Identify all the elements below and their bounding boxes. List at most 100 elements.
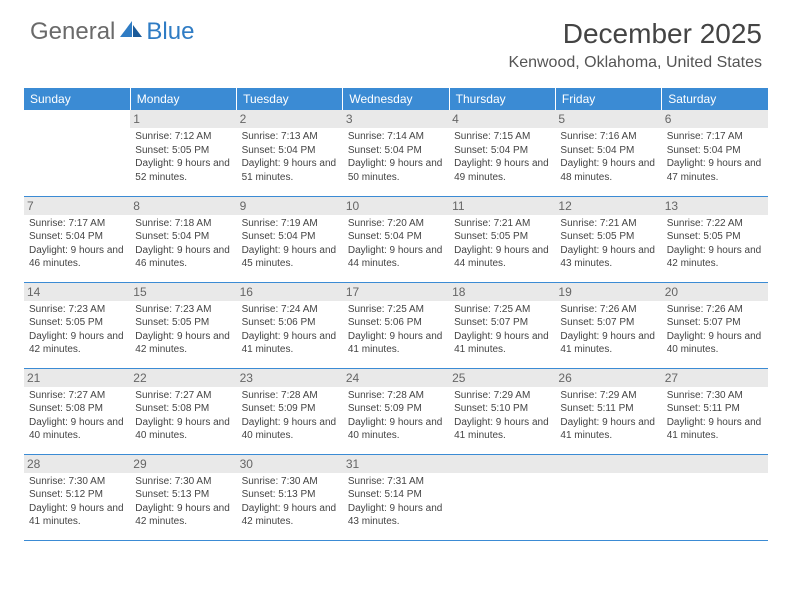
calendar-day: 31 Sunrise: 7:31 AMSunset: 5:14 PMDayligh…	[343, 454, 449, 540]
day-number	[555, 455, 661, 473]
day-number: 19	[555, 283, 661, 301]
day-info: Sunrise: 7:20 AMSunset: 5:04 PMDaylight:…	[348, 217, 444, 271]
day-header: Monday	[130, 88, 236, 110]
day-number: 31	[343, 455, 449, 473]
day-info: Sunrise: 7:21 AMSunset: 5:05 PMDaylight:…	[454, 217, 550, 271]
calendar-day: 4Sunrise: 7:15 AMSunset: 5:04 PMDaylight…	[449, 110, 555, 196]
day-number: 20	[662, 283, 768, 301]
day-number: 7	[24, 197, 130, 215]
calendar-day: 20 Sunrise: 7:26 AMSunset: 5:07 PMDayligh…	[662, 282, 768, 368]
day-info: Sunrise: 7:16 AMSunset: 5:04 PMDaylight:…	[560, 130, 656, 184]
day-number: 28	[24, 455, 130, 473]
day-info: Sunrise: 7:27 AMSunset: 5:08 PMDaylight:…	[135, 389, 231, 443]
calendar-week: 7 Sunrise: 7:17 AMSunset: 5:04 PMDaylight…	[24, 196, 768, 282]
calendar-day: 12Sunrise: 7:21 AMSunset: 5:05 PMDayligh…	[555, 196, 661, 282]
day-number: 17	[343, 283, 449, 301]
calendar-day: 17 Sunrise: 7:25 AMSunset: 5:06 PMDayligh…	[343, 282, 449, 368]
calendar-day: 22 Sunrise: 7:27 AMSunset: 5:08 PMDayligh…	[130, 368, 236, 454]
day-info: Sunrise: 7:14 AMSunset: 5:04 PMDaylight:…	[348, 130, 444, 184]
day-number	[449, 455, 555, 473]
day-info: Sunrise: 7:25 AMSunset: 5:06 PMDaylight:…	[348, 303, 444, 357]
day-header-row: SundayMondayTuesdayWednesdayThursdayFrid…	[24, 88, 768, 110]
calendar-day: 28Sunrise: 7:30 AMSunset: 5:12 PMDayligh…	[24, 454, 130, 540]
calendar-day: 9Sunrise: 7:19 AMSunset: 5:04 PMDaylight…	[237, 196, 343, 282]
calendar-day: 1 Sunrise: 7:12 AMSunset: 5:05 PMDaylight…	[130, 110, 236, 196]
day-info: Sunrise: 7:12 AMSunset: 5:05 PMDaylight:…	[135, 130, 231, 184]
day-number: 23	[237, 369, 343, 387]
brand-blue: Blue	[146, 18, 194, 46]
calendar-day: 25Sunrise: 7:29 AMSunset: 5:10 PMDayligh…	[449, 368, 555, 454]
day-info: Sunrise: 7:30 AMSunset: 5:11 PMDaylight:…	[667, 389, 763, 443]
day-header: Tuesday	[237, 88, 343, 110]
day-info: Sunrise: 7:24 AMSunset: 5:06 PMDaylight:…	[242, 303, 338, 357]
day-header: Sunday	[24, 88, 130, 110]
calendar-day: 29Sunrise: 7:30 AMSunset: 5:13 PMDayligh…	[130, 454, 236, 540]
day-info: Sunrise: 7:29 AMSunset: 5:11 PMDaylight:…	[560, 389, 656, 443]
day-number: 21	[24, 369, 130, 387]
day-info: Sunrise: 7:31 AMSunset: 5:14 PMDaylight:…	[348, 475, 444, 529]
title-block: December 2025 Kenwood, Oklahoma, United …	[509, 18, 762, 72]
brand-general: General	[30, 18, 115, 46]
calendar-week: 28Sunrise: 7:30 AMSunset: 5:12 PMDayligh…	[24, 454, 768, 540]
calendar-day: 24 Sunrise: 7:28 AMSunset: 5:09 PMDayligh…	[343, 368, 449, 454]
day-number: 5	[555, 110, 661, 128]
calendar-day: 16Sunrise: 7:24 AMSunset: 5:06 PMDayligh…	[237, 282, 343, 368]
brand-logo: General Blue	[30, 18, 194, 46]
day-header: Friday	[555, 88, 661, 110]
calendar-day: 26Sunrise: 7:29 AMSunset: 5:11 PMDayligh…	[555, 368, 661, 454]
calendar-week: 1 Sunrise: 7:12 AMSunset: 5:05 PMDaylight…	[24, 110, 768, 196]
calendar-day: 3 Sunrise: 7:14 AMSunset: 5:04 PMDaylight…	[343, 110, 449, 196]
day-info: Sunrise: 7:22 AMSunset: 5:05 PMDaylight:…	[667, 217, 763, 271]
day-info: Sunrise: 7:25 AMSunset: 5:07 PMDaylight:…	[454, 303, 550, 357]
day-number: 22	[130, 369, 236, 387]
day-number: 18	[449, 283, 555, 301]
calendar-day: 19 Sunrise: 7:26 AMSunset: 5:07 PMDayligh…	[555, 282, 661, 368]
calendar-empty	[662, 454, 768, 540]
page-title: December 2025	[509, 18, 762, 50]
calendar-empty	[24, 110, 130, 196]
location: Kenwood, Oklahoma, United States	[509, 54, 762, 72]
day-info: Sunrise: 7:28 AMSunset: 5:09 PMDaylight:…	[348, 389, 444, 443]
calendar-day: 11 Sunrise: 7:21 AMSunset: 5:05 PMDayligh…	[449, 196, 555, 282]
day-number: 8	[130, 197, 236, 215]
day-info: Sunrise: 7:26 AMSunset: 5:07 PMDaylight:…	[560, 303, 656, 357]
day-info: Sunrise: 7:17 AMSunset: 5:04 PMDaylight:…	[29, 217, 125, 271]
calendar-day: 2Sunrise: 7:13 AMSunset: 5:04 PMDaylight…	[237, 110, 343, 196]
calendar-day: 7 Sunrise: 7:17 AMSunset: 5:04 PMDaylight…	[24, 196, 130, 282]
calendar-day: 18 Sunrise: 7:25 AMSunset: 5:07 PMDayligh…	[449, 282, 555, 368]
day-number: 11	[449, 197, 555, 215]
calendar-day: 6Sunrise: 7:17 AMSunset: 5:04 PMDaylight…	[662, 110, 768, 196]
day-number: 2	[237, 110, 343, 128]
day-number: 29	[130, 455, 236, 473]
calendar-body: 1 Sunrise: 7:12 AMSunset: 5:05 PMDaylight…	[24, 110, 768, 540]
day-header: Saturday	[662, 88, 768, 110]
calendar-day: 13Sunrise: 7:22 AMSunset: 5:05 PMDayligh…	[662, 196, 768, 282]
calendar-day: 8 Sunrise: 7:18 AMSunset: 5:04 PMDaylight…	[130, 196, 236, 282]
calendar-empty	[449, 454, 555, 540]
day-header: Wednesday	[343, 88, 449, 110]
day-info: Sunrise: 7:18 AMSunset: 5:04 PMDaylight:…	[135, 217, 231, 271]
day-number: 25	[449, 369, 555, 387]
calendar-day: 5 Sunrise: 7:16 AMSunset: 5:04 PMDaylight…	[555, 110, 661, 196]
calendar-empty	[555, 454, 661, 540]
day-info: Sunrise: 7:26 AMSunset: 5:07 PMDaylight:…	[667, 303, 763, 357]
day-number: 30	[237, 455, 343, 473]
calendar-day: 10Sunrise: 7:20 AMSunset: 5:04 PMDayligh…	[343, 196, 449, 282]
day-info: Sunrise: 7:23 AMSunset: 5:05 PMDaylight:…	[135, 303, 231, 357]
day-number: 14	[24, 283, 130, 301]
day-info: Sunrise: 7:30 AMSunset: 5:13 PMDaylight:…	[242, 475, 338, 529]
day-number: 1	[130, 110, 236, 128]
header: General Blue December 2025 Kenwood, Okla…	[0, 0, 792, 80]
day-info: Sunrise: 7:23 AMSunset: 5:05 PMDaylight:…	[29, 303, 125, 357]
day-number: 27	[662, 369, 768, 387]
calendar-table: SundayMondayTuesdayWednesdayThursdayFrid…	[24, 88, 768, 541]
day-info: Sunrise: 7:17 AMSunset: 5:04 PMDaylight:…	[667, 130, 763, 184]
day-number: 24	[343, 369, 449, 387]
day-number: 4	[449, 110, 555, 128]
calendar-week: 21 Sunrise: 7:27 AMSunset: 5:08 PMDayligh…	[24, 368, 768, 454]
calendar-day: 27 Sunrise: 7:30 AMSunset: 5:11 PMDayligh…	[662, 368, 768, 454]
day-number: 3	[343, 110, 449, 128]
day-number: 9	[237, 197, 343, 215]
day-number: 12	[555, 197, 661, 215]
calendar-week: 14 Sunrise: 7:23 AMSunset: 5:05 PMDayligh…	[24, 282, 768, 368]
